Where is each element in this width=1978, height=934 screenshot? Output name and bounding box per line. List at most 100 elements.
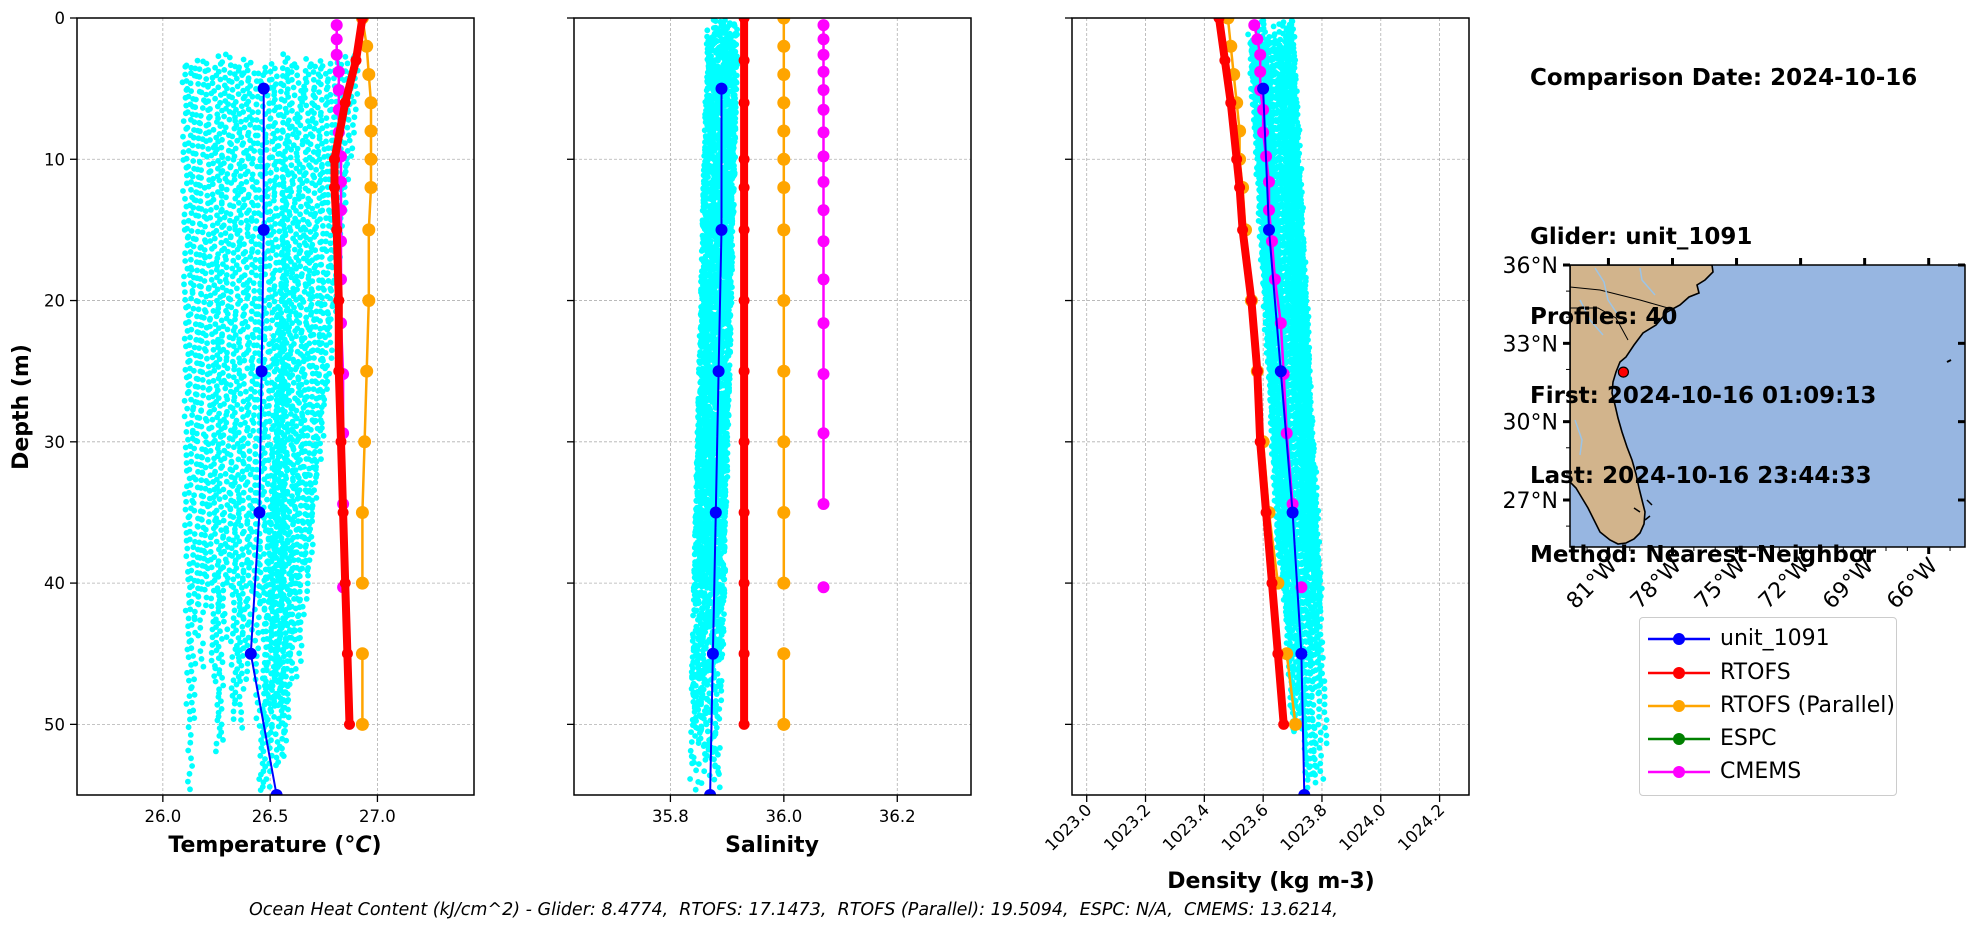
- glider-scatter-point: [203, 418, 210, 424]
- glider-scatter-point: [198, 408, 205, 414]
- glider-scatter-point: [195, 593, 202, 600]
- glider-scatter-point: [241, 272, 248, 279]
- glider-scatter-point: [238, 219, 245, 226]
- glider-scatter-point: [207, 323, 213, 330]
- glider-scatter-point: [280, 568, 287, 575]
- glider-scatter-point: [237, 639, 244, 646]
- glider-scatter-point: [711, 776, 718, 783]
- glider-scatter-point: [271, 675, 278, 681]
- glider-scatter-point: [296, 312, 303, 319]
- glider-scatter-point: [245, 572, 252, 579]
- glider-scatter-point: [215, 84, 222, 91]
- glider-scatter-point: [226, 225, 233, 232]
- glider-scatter-point: [264, 496, 270, 503]
- glider-scatter-point: [216, 496, 223, 502]
- glider-scatter-point: [351, 129, 357, 136]
- glider-scatter-point: [327, 91, 334, 98]
- glider-scatter-point: [290, 220, 297, 226]
- glider-scatter-point: [249, 528, 255, 535]
- glider-scatter-point: [253, 179, 260, 186]
- glider-scatter-point: [314, 402, 321, 409]
- glider-scatter-point: [191, 507, 198, 514]
- glider-scatter-point: [222, 471, 229, 477]
- glider-scatter-point: [193, 197, 200, 204]
- glider-scatter-point: [194, 313, 200, 320]
- glider-scatter-point: [317, 417, 324, 424]
- glider-scatter-point: [182, 366, 189, 373]
- glider-scatter-point: [208, 269, 215, 275]
- glider-scatter-point: [237, 126, 243, 133]
- glider-scatter-point: [280, 344, 287, 351]
- glider-scatter-point: [183, 460, 190, 466]
- glider-scatter-point: [252, 637, 259, 644]
- glider-scatter-point: [193, 96, 199, 103]
- glider-scatter-point: [212, 678, 219, 685]
- glider-scatter-point: [236, 227, 243, 234]
- glider-scatter-point: [287, 351, 293, 358]
- glider-scatter-point: [293, 423, 300, 430]
- glider-scatter-point: [295, 130, 302, 137]
- glider-scatter-point: [344, 60, 351, 67]
- glider-scatter-point: [233, 588, 239, 595]
- glider-scatter-point: [232, 269, 239, 276]
- glider-scatter-point: [232, 332, 239, 338]
- glider-scatter-point: [291, 92, 298, 99]
- glider-scatter-point: [227, 506, 234, 513]
- glider-scatter-point: [322, 238, 329, 245]
- glider-scatter-point: [210, 126, 217, 133]
- glider-scatter-point: [310, 347, 316, 354]
- glider-scatter-point: [188, 396, 195, 403]
- glider-scatter-point: [277, 267, 283, 274]
- glider-scatter-point: [318, 261, 325, 268]
- glider-scatter-point: [218, 698, 224, 704]
- glider-scatter-point: [205, 146, 212, 152]
- glider-scatter-point: [267, 348, 273, 355]
- glider-scatter-point: [198, 167, 205, 174]
- glider-scatter-point: [293, 231, 299, 238]
- glider-scatter-point: [326, 324, 333, 330]
- glider-scatter-point: [299, 410, 305, 417]
- glider-scatter-point: [208, 603, 215, 610]
- glider-scatter-point: [318, 109, 324, 116]
- glider-scatter-point: [266, 402, 272, 409]
- glider-scatter-point: [222, 494, 229, 501]
- glider-scatter-point: [310, 69, 317, 75]
- glider-scatter-point: [318, 340, 325, 346]
- glider-scatter-point: [206, 379, 212, 385]
- glider-scatter-point: [196, 415, 203, 421]
- glider-scatter-point: [246, 277, 253, 284]
- glider-scatter-point: [271, 197, 277, 204]
- glider-scatter-point: [244, 603, 251, 610]
- glider-scatter-point: [199, 470, 206, 477]
- glider-scatter-point: [229, 553, 236, 559]
- glider-scatter-point: [232, 689, 239, 696]
- glider-scatter-point: [283, 109, 290, 116]
- glider-scatter-point: [296, 650, 303, 657]
- glider-scatter-point: [210, 346, 217, 353]
- glider-scatter-point: [192, 476, 199, 483]
- glider-scatter-point: [272, 120, 278, 126]
- glider-scatter-point: [191, 492, 198, 499]
- glider-scatter-point: [342, 168, 349, 175]
- glider-scatter-point: [303, 177, 310, 184]
- glider-scatter-point: [186, 521, 193, 527]
- glider-scatter-point: [181, 281, 187, 288]
- glider-scatter-point: [247, 121, 254, 128]
- glider-scatter-point: [256, 295, 263, 302]
- glider-scatter-point: [233, 262, 240, 268]
- glider-scatter-point: [352, 106, 359, 113]
- glider-scatter-point: [294, 286, 300, 293]
- series-point-rtofs-parallel-: [362, 68, 376, 81]
- glider-scatter-point: [287, 308, 294, 315]
- glider-scatter-point: [311, 86, 317, 93]
- glider-scatter-point: [243, 676, 250, 683]
- series-point-rtofs: [329, 153, 340, 165]
- glider-scatter-point: [185, 436, 191, 443]
- glider-scatter-point: [240, 489, 247, 496]
- glider-scatter-point: [186, 513, 193, 519]
- glider-scatter-point: [231, 71, 238, 78]
- glider-scatter-point: [278, 310, 285, 316]
- glider-scatter-point: [727, 20, 733, 26]
- glider-scatter-point: [284, 683, 291, 690]
